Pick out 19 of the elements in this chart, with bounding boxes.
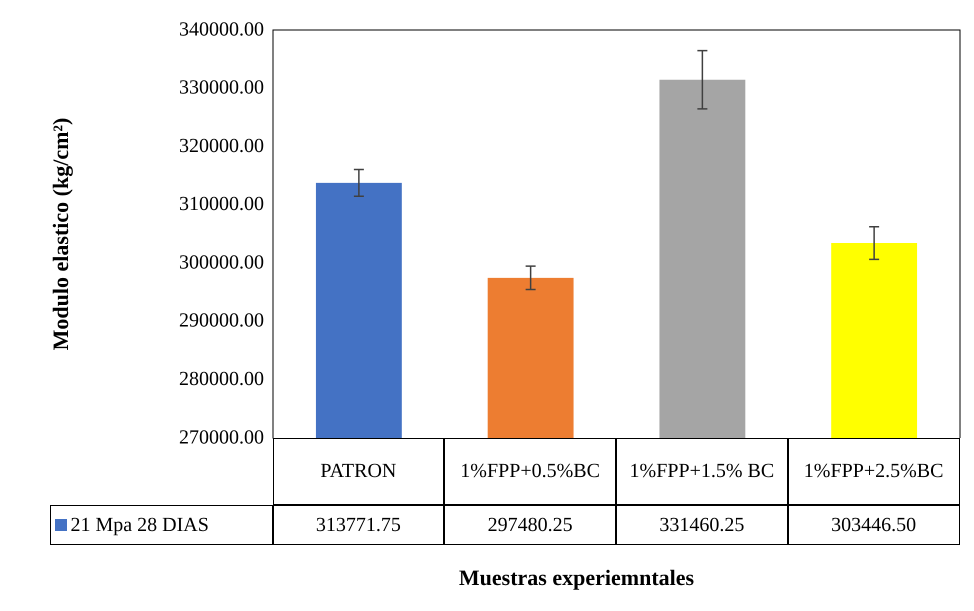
legend-label: 21 Mpa 28 DIAS (70, 512, 209, 536)
x-tick-label: 1%FPP+1.5% BC (616, 438, 788, 504)
data-label: 331460.25 (616, 504, 788, 544)
x-tick-label: PATRON (272, 438, 444, 504)
data-label: 297480.25 (444, 504, 616, 544)
y-axis-title: Modulo elastico (kg/cm²) (48, 118, 73, 350)
data-label: 303446.50 (788, 504, 960, 544)
y-tick-label: 330000.00 (179, 76, 264, 99)
y-tick-label: 300000.00 (179, 251, 264, 274)
y-tick-label: 340000.00 (179, 18, 264, 40)
x-tick-label: 1%FPP+2.5%BC (788, 438, 960, 504)
y-tick-label: 270000.00 (179, 426, 264, 448)
x-tick-label: 1%FPP+0.5%BC (444, 438, 616, 504)
x-axis-title: Muestras experiemntales (458, 565, 696, 591)
y-tick-label: 310000.00 (179, 193, 264, 216)
y-tick-label: 320000.00 (179, 134, 264, 157)
y-tick-label: 280000.00 (179, 368, 264, 390)
y-tick-label: 290000.00 (179, 310, 264, 332)
data-label: 313771.75 (272, 504, 444, 544)
